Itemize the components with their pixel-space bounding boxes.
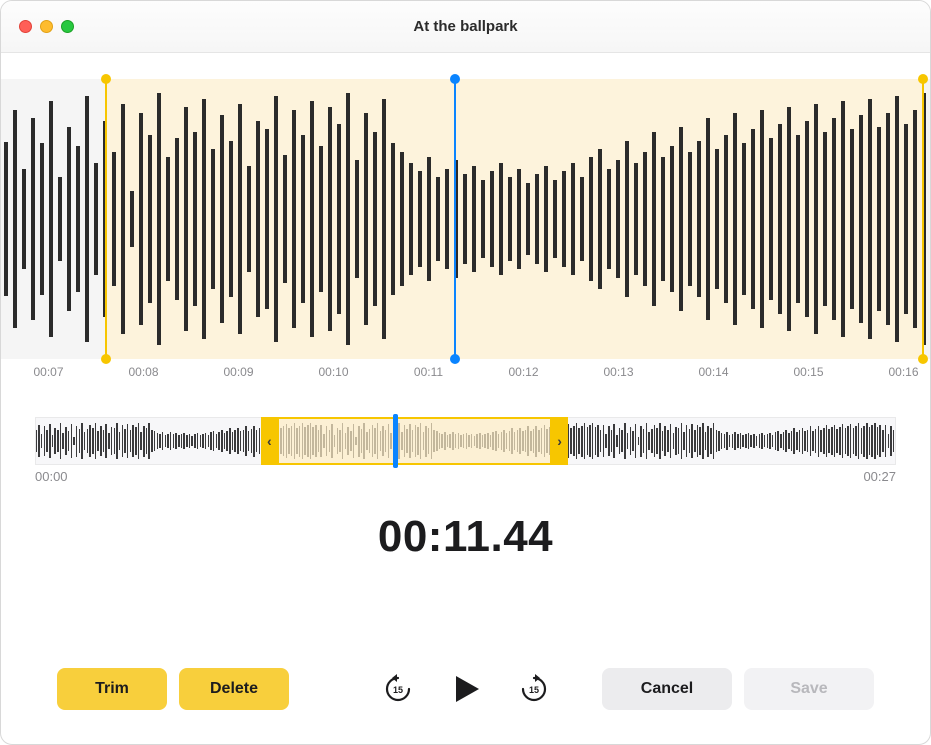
controls-bar: Trim Delete 15: [1, 668, 930, 710]
playback-cluster: 15 15: [378, 669, 554, 709]
timecode-display: 00:11.44: [1, 512, 930, 562]
editor-window: At the ballpark 600:0700:0800:0900:1000:…: [0, 0, 931, 745]
overview-trim-handle-start[interactable]: ‹: [261, 417, 277, 465]
save-button[interactable]: Save: [744, 668, 874, 710]
overview-selection[interactable]: [277, 417, 551, 465]
playhead-dot-top: [450, 74, 460, 84]
main-waveform[interactable]: 600:0700:0800:0900:1000:1100:1200:1300:1…: [1, 79, 930, 389]
trim-handle-start[interactable]: [105, 79, 107, 359]
overview-start-label: 00:00: [35, 469, 68, 484]
play-icon: [449, 672, 483, 706]
svg-text:15: 15: [392, 685, 402, 695]
svg-text:15: 15: [528, 685, 538, 695]
overview-waveform[interactable]: ‹ ›: [35, 417, 896, 465]
overview-playhead[interactable]: [393, 414, 398, 468]
window-title: At the ballpark: [1, 18, 930, 35]
titlebar: At the ballpark: [1, 1, 930, 53]
cancel-button[interactable]: Cancel: [602, 668, 732, 710]
trim-handle-end[interactable]: [922, 79, 924, 359]
skip-forward-15-button[interactable]: 15: [514, 669, 554, 709]
skip-forward-icon: 15: [519, 674, 549, 704]
delete-button-label: Delete: [210, 680, 258, 698]
playhead[interactable]: [454, 79, 456, 359]
overview-labels: 00:00 00:27: [35, 469, 896, 484]
trim-button-label: Trim: [95, 680, 129, 698]
skip-back-15-button[interactable]: 15: [378, 669, 418, 709]
time-ruler: 600:0700:0800:0900:1000:1100:1200:1300:1…: [1, 359, 930, 389]
delete-button[interactable]: Delete: [179, 668, 289, 710]
overview-trim-handle-end[interactable]: ›: [552, 417, 568, 465]
skip-back-icon: 15: [383, 674, 413, 704]
save-button-label: Save: [790, 680, 827, 698]
cancel-button-label: Cancel: [641, 680, 693, 698]
trim-handle-start-dot-top: [101, 74, 111, 84]
play-button[interactable]: [446, 669, 486, 709]
trim-button[interactable]: Trim: [57, 668, 167, 710]
trim-handle-end-dot-top: [918, 74, 928, 84]
waveform-bars: [1, 79, 930, 359]
overview-end-label: 00:27: [863, 469, 896, 484]
